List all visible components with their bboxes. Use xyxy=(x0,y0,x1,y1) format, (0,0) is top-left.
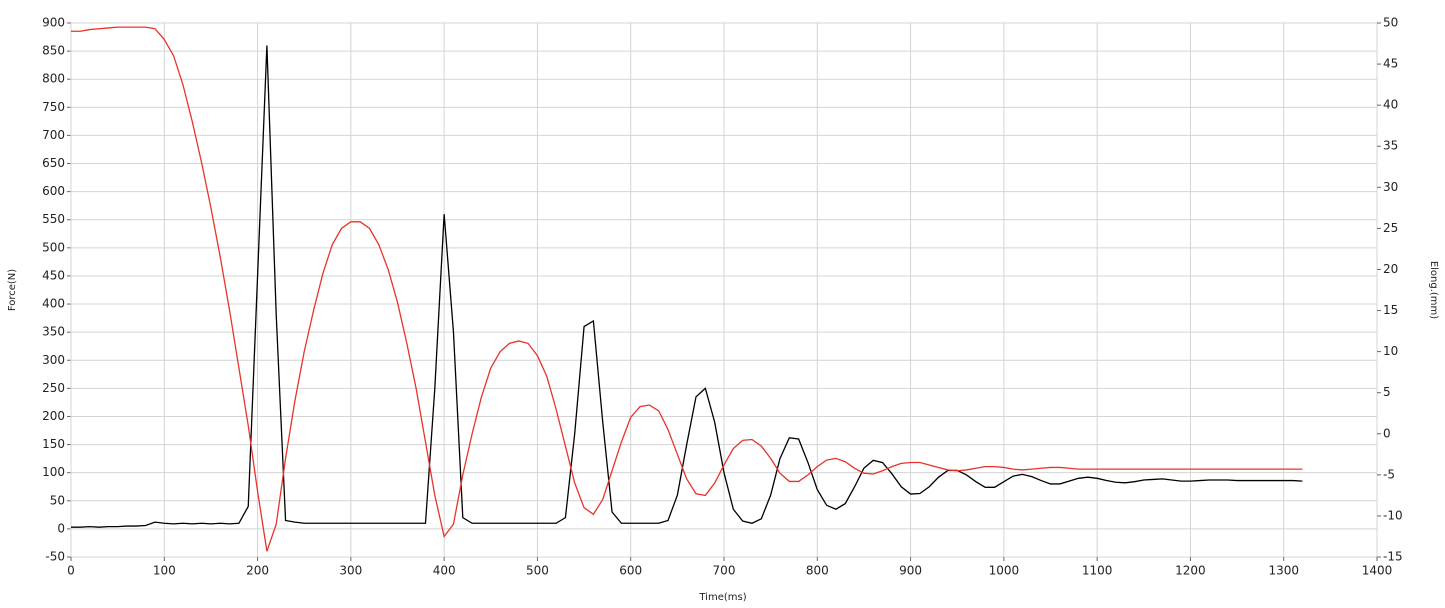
y-tick-label: 350 xyxy=(42,325,65,339)
y2-tick-label: 25 xyxy=(1383,221,1398,235)
x-tick-label: 800 xyxy=(806,564,829,578)
x-tick-label: 700 xyxy=(713,564,736,578)
x-tick-label: 0 xyxy=(67,564,75,578)
y-tick-label: 100 xyxy=(42,465,65,479)
y-tick-label: 0 xyxy=(57,521,65,535)
y2-tick-label: 45 xyxy=(1383,57,1398,71)
x-tick-label: 500 xyxy=(526,564,549,578)
x-tick-label: 100 xyxy=(153,564,176,578)
y-tick-label: 200 xyxy=(42,409,65,423)
y2-tick-label: 35 xyxy=(1383,139,1398,153)
y-tick-label: 850 xyxy=(42,44,65,58)
x-tick-label: 300 xyxy=(339,564,362,578)
y-tick-label: 450 xyxy=(42,268,65,282)
y-tick-label: 400 xyxy=(42,297,65,311)
y-tick-label: 800 xyxy=(42,72,65,86)
x-tick-label: 1400 xyxy=(1362,564,1393,578)
y-axis-title: Force(N) xyxy=(7,269,18,311)
y-tick-label: 650 xyxy=(42,156,65,170)
y2-tick-label: 30 xyxy=(1383,180,1398,194)
y2-tick-label: 40 xyxy=(1383,98,1398,112)
y-tick-label: 900 xyxy=(42,16,65,30)
y-tick-label: 700 xyxy=(42,128,65,142)
y-tick-label: 550 xyxy=(42,212,65,226)
y2-tick-label: -5 xyxy=(1383,467,1395,481)
y2-tick-label: 10 xyxy=(1383,344,1398,358)
x-tick-label: 1100 xyxy=(1082,564,1113,578)
y-tick-label: 750 xyxy=(42,100,65,114)
y2-tick-label: -15 xyxy=(1383,550,1403,564)
y2-tick-label: 15 xyxy=(1383,303,1398,317)
x-tick-label: 200 xyxy=(246,564,269,578)
data-line xyxy=(71,45,1303,528)
y-tick-label: 150 xyxy=(42,437,65,451)
y2-tick-label: 0 xyxy=(1383,426,1391,440)
y2-tick-label: 5 xyxy=(1383,385,1391,399)
y2-tick-label: 20 xyxy=(1383,262,1398,276)
x-tick-label: 1300 xyxy=(1268,564,1299,578)
y-tick-label: 600 xyxy=(42,184,65,198)
x-tick-label: 1000 xyxy=(989,564,1020,578)
x-axis-title: Time(ms) xyxy=(698,592,746,603)
y2-axis-title: Elong.(mm) xyxy=(1428,261,1439,319)
y-tick-label: -50 xyxy=(45,550,65,564)
x-tick-label: 400 xyxy=(433,564,456,578)
y-tick-label: 500 xyxy=(42,240,65,254)
y2-tick-label: -10 xyxy=(1383,508,1403,522)
y-tick-label: 250 xyxy=(42,381,65,395)
y-tick-label: 300 xyxy=(42,353,65,367)
data-line xyxy=(71,26,1303,552)
x-tick-label: 600 xyxy=(619,564,642,578)
x-tick-label: 1200 xyxy=(1175,564,1206,578)
y-tick-label: 50 xyxy=(50,493,65,507)
x-tick-label: 900 xyxy=(899,564,922,578)
y2-tick-label: 50 xyxy=(1383,16,1398,30)
